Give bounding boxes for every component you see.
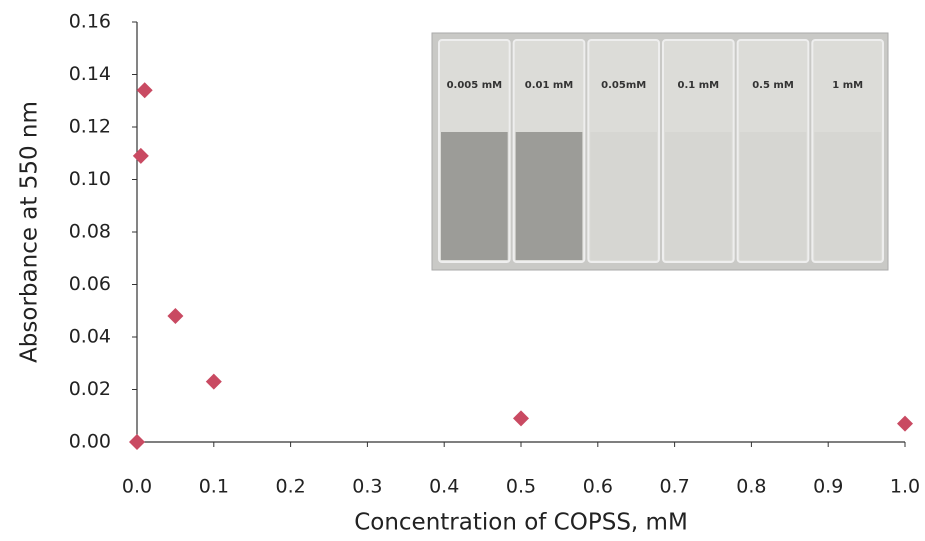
y-tick-label: 0.06 bbox=[69, 273, 111, 295]
x-tick-label: 1.0 bbox=[890, 476, 920, 498]
y-tick-label: 0.08 bbox=[69, 221, 111, 243]
x-tick-label: 0.8 bbox=[736, 476, 766, 498]
cuvette-liquid bbox=[441, 132, 508, 260]
x-tick-label: 0.4 bbox=[429, 476, 459, 498]
y-tick-label: 0.16 bbox=[69, 11, 111, 33]
y-tick-label: 0.10 bbox=[69, 168, 111, 190]
y-tick-label: 0.14 bbox=[69, 63, 111, 85]
inset-label: 0.1 mM bbox=[678, 80, 720, 91]
x-tick-label: 0.7 bbox=[659, 476, 689, 498]
inset-label: 0.05mM bbox=[601, 80, 646, 91]
cuvette-liquid bbox=[739, 132, 807, 260]
x-tick-label: 0.9 bbox=[813, 476, 843, 498]
cuvette-liquid bbox=[665, 132, 732, 260]
y-tick-label: 0.00 bbox=[69, 431, 111, 453]
y-axis-title: Absorbance at 550 nm bbox=[17, 101, 43, 363]
y-tick-label: 0.12 bbox=[69, 116, 111, 138]
data-point bbox=[513, 410, 529, 427]
inset-label: 0.005 mM bbox=[447, 80, 503, 91]
inset-label: 0.5 mM bbox=[752, 80, 794, 91]
inset-label: 1 mM bbox=[832, 80, 863, 91]
cuvette-liquid bbox=[814, 132, 881, 260]
cuvette-liquid bbox=[515, 132, 583, 260]
x-tick-label: 0.1 bbox=[199, 476, 229, 498]
data-point bbox=[136, 82, 153, 99]
x-tick-label: 0.2 bbox=[275, 476, 305, 498]
data-point bbox=[132, 147, 149, 164]
inset-label: 0.01 mM bbox=[525, 80, 574, 91]
x-tick-label: 0.3 bbox=[352, 476, 382, 498]
x-tick-label: 0.0 bbox=[122, 476, 152, 498]
data-point bbox=[129, 434, 145, 450]
x-tick-label: 0.6 bbox=[583, 476, 613, 498]
data-point bbox=[897, 415, 913, 432]
cuvette-liquid bbox=[590, 132, 657, 260]
y-tick-label: 0.04 bbox=[69, 326, 111, 348]
x-tick-label: 0.5 bbox=[506, 476, 536, 498]
y-tick-label: 0.02 bbox=[69, 378, 111, 400]
x-axis-title: Concentration of COPSS, mM bbox=[354, 510, 688, 536]
data-point bbox=[167, 308, 184, 324]
data-point bbox=[205, 373, 222, 390]
